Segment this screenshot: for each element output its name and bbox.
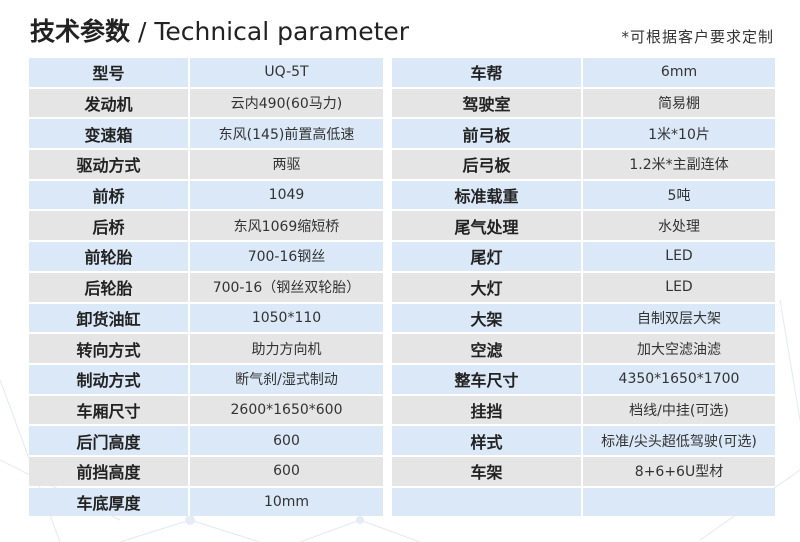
param-label: 整车尺寸 — [392, 364, 583, 394]
param-value: 简易棚 — [583, 88, 775, 118]
table-row: 尾气处理 水处理 — [392, 211, 775, 241]
param-value: 两驱 — [190, 150, 383, 179]
param-label: 大灯 — [392, 272, 583, 302]
table-row: 驱动方式 两驱 — [29, 150, 383, 179]
table-row: 后门高度 600 — [29, 426, 383, 455]
param-label: 车厢尺寸 — [29, 395, 190, 425]
param-value: LED — [583, 272, 775, 302]
param-value: 自制双层大架 — [583, 303, 775, 333]
param-value: 1米*10片 — [583, 119, 775, 149]
param-label: 后门高度 — [29, 426, 190, 455]
table-row: 样式 标准/尖头超低驾驶(可选) — [392, 426, 775, 455]
param-value: 2600*1650*600 — [190, 395, 383, 425]
param-value: 700-16（钢丝双轮胎） — [190, 272, 383, 302]
param-label: 样式 — [392, 426, 583, 455]
param-value: 1.2米*主副连体 — [583, 150, 775, 179]
table-row: 发动机 云内490(60马力) — [29, 88, 383, 118]
param-value: LED — [583, 242, 775, 271]
param-value: 标准/尖头超低驾驶(可选) — [583, 426, 775, 455]
table-row — [392, 487, 775, 517]
param-value: 5吨 — [583, 180, 775, 210]
table-row: 车架 8+6+6U型材 — [392, 456, 775, 486]
param-label: 制动方式 — [29, 364, 190, 394]
param-label: 转向方式 — [29, 334, 190, 363]
table-row: 卸货油缸 1050*110 — [29, 303, 383, 333]
param-label: 尾气处理 — [392, 211, 583, 241]
customization-note: *可根据客户要求定制 — [621, 28, 774, 46]
title-zh: 技术参数 — [30, 17, 131, 46]
param-label: 驾驶室 — [392, 88, 583, 118]
param-value: 700-16钢丝 — [190, 242, 383, 271]
param-label — [392, 487, 583, 517]
param-label: 尾灯 — [392, 242, 583, 271]
table-row: 空滤 加大空滤油滤 — [392, 334, 775, 363]
param-label: 前挡高度 — [29, 456, 190, 486]
param-value: UQ-5T — [190, 58, 383, 87]
param-label: 后桥 — [29, 211, 190, 241]
param-value: 6mm — [583, 58, 775, 87]
table-row: 车底厚度 10mm — [29, 487, 383, 517]
table-row: 转向方式 助力方向机 — [29, 334, 383, 363]
param-value: 10mm — [190, 487, 383, 517]
param-label: 大架 — [392, 303, 583, 333]
table-row: 后弓板 1.2米*主副连体 — [392, 150, 775, 179]
table-row: 变速箱 东风(145)前置高低速 — [29, 119, 383, 149]
param-label: 卸货油缸 — [29, 303, 190, 333]
table-row: 车帮 6mm — [392, 58, 775, 87]
left-parameter-table: 型号 UQ-5T 发动机 云内490(60马力) 变速箱 东风(145)前置高低速 驱动方式… — [29, 56, 383, 518]
param-value: 云内490(60马力) — [190, 88, 383, 118]
param-label: 前弓板 — [392, 119, 583, 149]
table-row: 后桥 东风1069缩短桥 — [29, 211, 383, 241]
page-title: 技术参数 / Technical parameter — [30, 12, 409, 48]
param-value: 600 — [190, 456, 383, 486]
param-label: 前桥 — [29, 180, 190, 210]
param-label: 车帮 — [392, 58, 583, 87]
param-label: 后弓板 — [392, 150, 583, 179]
table-row: 车厢尺寸 2600*1650*600 — [29, 395, 383, 425]
param-value: 东风1069缩短桥 — [190, 211, 383, 241]
table-row: 大架 自制双层大架 — [392, 303, 775, 333]
param-value: 东风(145)前置高低速 — [190, 119, 383, 149]
param-label: 型号 — [29, 58, 190, 87]
param-value — [583, 487, 775, 517]
param-value: 档线/中挂(可选) — [583, 395, 775, 425]
param-value: 水处理 — [583, 211, 775, 241]
param-label: 发动机 — [29, 88, 190, 118]
table-row: 型号 UQ-5T — [29, 58, 383, 87]
param-label: 车架 — [392, 456, 583, 486]
table-row: 尾灯 LED — [392, 242, 775, 271]
param-label: 标准载重 — [392, 180, 583, 210]
table-row: 前桥 1049 — [29, 180, 383, 210]
table-row: 后轮胎 700-16（钢丝双轮胎） — [29, 272, 383, 302]
table-row: 制动方式 断气刹/湿式制动 — [29, 364, 383, 394]
param-value: 助力方向机 — [190, 334, 383, 363]
param-value: 1049 — [190, 180, 383, 210]
table-row: 前轮胎 700-16钢丝 — [29, 242, 383, 271]
param-label: 空滤 — [392, 334, 583, 363]
param-label: 变速箱 — [29, 119, 190, 149]
table-row: 大灯 LED — [392, 272, 775, 302]
param-value: 断气刹/湿式制动 — [190, 364, 383, 394]
table-row: 挂挡 档线/中挂(可选) — [392, 395, 775, 425]
right-parameter-table: 车帮 6mm 驾驶室 简易棚 前弓板 1米*10片 后弓板 1.2米*主副连体 标准载重 5吨 尾气… — [392, 56, 775, 518]
param-label: 后轮胎 — [29, 272, 190, 302]
table-row: 前挡高度 600 — [29, 456, 383, 486]
title-separator: / — [130, 17, 155, 46]
title-en: Technical parameter — [154, 17, 410, 46]
param-label: 挂挡 — [392, 395, 583, 425]
param-value: 加大空滤油滤 — [583, 334, 775, 363]
table-row: 驾驶室 简易棚 — [392, 88, 775, 118]
param-label: 前轮胎 — [29, 242, 190, 271]
param-value: 600 — [190, 426, 383, 455]
table-row: 前弓板 1米*10片 — [392, 119, 775, 149]
table-row: 整车尺寸 4350*1650*1700 — [392, 364, 775, 394]
param-value: 8+6+6U型材 — [583, 456, 775, 486]
param-label: 驱动方式 — [29, 150, 190, 179]
param-label: 车底厚度 — [29, 487, 190, 517]
table-row: 标准载重 5吨 — [392, 180, 775, 210]
param-value: 4350*1650*1700 — [583, 364, 775, 394]
param-value: 1050*110 — [190, 303, 383, 333]
